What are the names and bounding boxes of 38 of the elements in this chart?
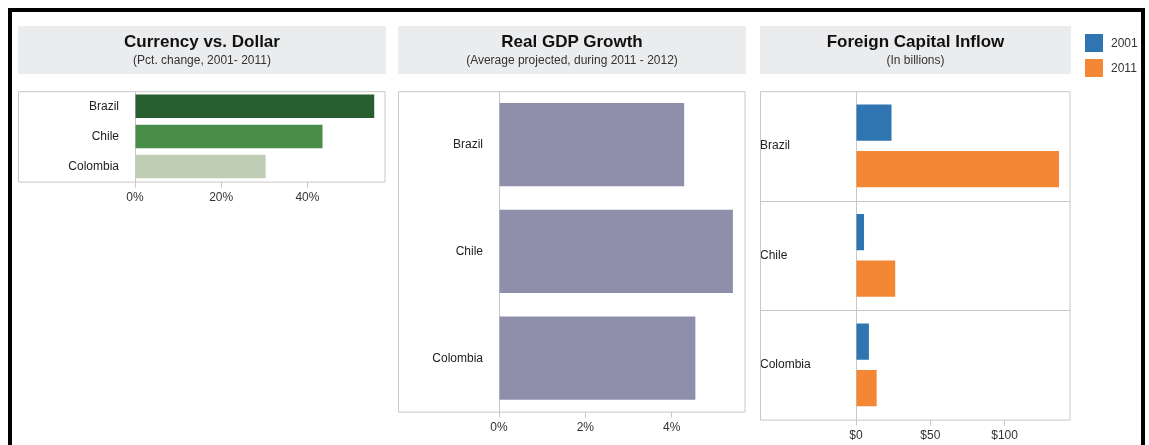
y-tick-label: Brazil <box>760 138 791 153</box>
x-tick-label: $0 <box>849 428 863 443</box>
bar <box>499 209 733 294</box>
x-tick-label: 4% <box>662 420 681 435</box>
bar <box>135 124 323 149</box>
y-tick-label: Colombia <box>432 350 484 365</box>
y-tick-label: Chile <box>760 247 788 262</box>
y-tick-label: Colombia <box>68 158 120 173</box>
y-tick-label: Brazil <box>452 136 483 151</box>
chart-subtitle: (Pct. change, 2001- 2011) <box>132 53 272 67</box>
bar <box>856 323 869 360</box>
chart-title: Foreign Capital Inflow <box>825 31 1006 52</box>
chart-subtitle: (In billions) <box>885 53 946 67</box>
x-tick-label: $100 <box>991 428 1019 443</box>
bar <box>856 213 865 251</box>
chart-title: Real GDP Growth <box>500 31 644 52</box>
legend-label: 2011 <box>1111 60 1137 75</box>
x-tick-label: 40% <box>295 190 320 205</box>
y-tick-label: Colombia <box>760 357 812 372</box>
bar <box>499 102 685 187</box>
bar <box>856 260 896 297</box>
bar <box>856 104 892 141</box>
x-tick-label: $50 <box>920 428 941 443</box>
y-tick-label: Brazil <box>88 98 119 113</box>
x-tick-label: 2% <box>576 420 595 435</box>
bar <box>135 94 375 119</box>
x-tick-label: 0% <box>126 190 144 205</box>
chart-subtitle: (Average projected, during 2011 - 2012) <box>465 53 679 67</box>
chart-title: Currency vs. Dollar <box>123 31 281 52</box>
x-tick-label: 0% <box>490 420 508 435</box>
y-tick-label: Chile <box>91 128 120 143</box>
x-tick-label: 20% <box>209 190 234 205</box>
bar <box>856 151 1059 188</box>
bar <box>135 154 266 179</box>
y-tick-label: Chile <box>455 243 484 258</box>
legend-label: 2001 <box>1111 35 1138 50</box>
bar <box>856 369 877 407</box>
bar <box>499 316 696 400</box>
